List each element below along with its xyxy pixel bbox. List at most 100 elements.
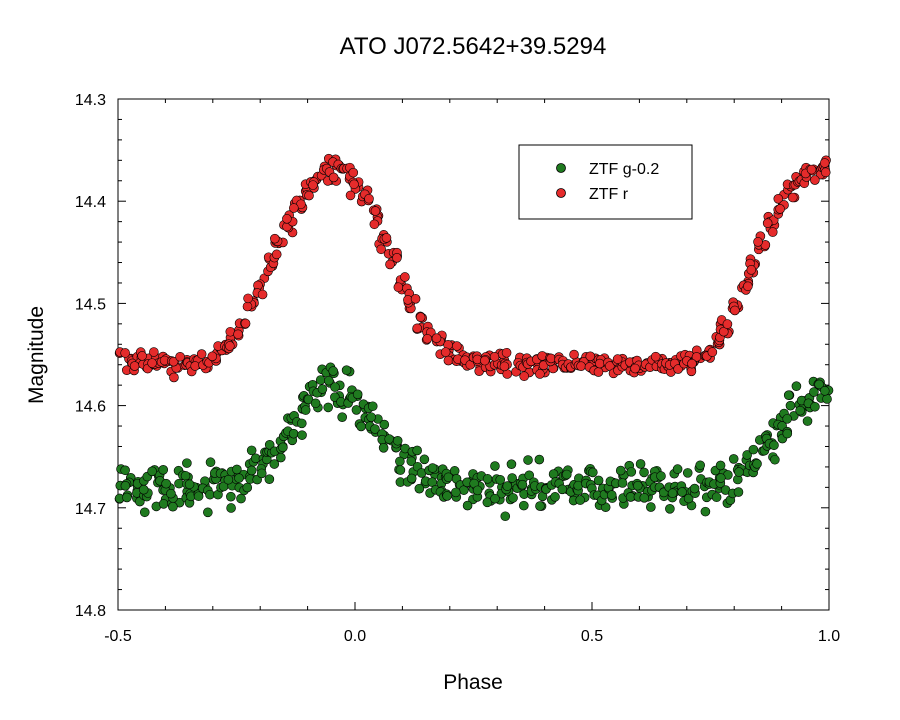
g-band-point: [615, 465, 626, 476]
y-axis-label: Magnitude: [25, 306, 48, 404]
r-band-point: [147, 358, 157, 368]
r-band-point: [650, 351, 661, 362]
g-band-point: [139, 507, 150, 518]
r-band-point: [806, 164, 817, 175]
g-band-point: [451, 487, 461, 498]
g-band-point: [161, 478, 171, 489]
g-band-point: [490, 493, 500, 504]
g-band-point: [297, 418, 307, 429]
x-tick-label: -0.5: [104, 628, 132, 645]
r-band-point: [349, 179, 359, 190]
g-band-point: [656, 471, 666, 481]
r-band-point: [762, 218, 773, 228]
g-band-point: [733, 487, 744, 497]
g-band-point: [711, 492, 722, 503]
g-band-point: [203, 507, 213, 518]
r-band-point: [225, 341, 235, 351]
g-band-point: [120, 481, 131, 491]
g-band-point: [677, 487, 687, 497]
r-band-point: [730, 305, 740, 316]
y-tick-label: 14.7: [75, 501, 106, 518]
r-band-point: [168, 356, 179, 367]
g-band-point: [317, 384, 328, 394]
r-band-point: [376, 244, 386, 255]
r-band-point: [282, 214, 292, 224]
g-band-point: [288, 428, 299, 439]
g-band-point: [524, 470, 535, 481]
g-band-point: [715, 460, 726, 471]
g-band-point: [242, 482, 253, 493]
g-band-point: [330, 382, 340, 392]
r-band-point: [240, 318, 251, 329]
g-band-point: [795, 405, 805, 416]
g-band-point: [482, 497, 493, 508]
g-band-point: [174, 478, 184, 489]
g-band-point: [276, 452, 286, 463]
r-band-point: [242, 301, 253, 312]
g-band-point: [269, 459, 280, 469]
g-band-point: [810, 401, 820, 412]
r-band-point: [120, 348, 130, 358]
r-band-point: [585, 351, 596, 362]
r-band-point: [535, 369, 545, 379]
g-band-point: [168, 501, 178, 512]
r-band-point: [501, 347, 512, 358]
g-band-point: [508, 493, 518, 503]
r-band-point: [775, 204, 785, 214]
g-band-point: [535, 501, 545, 511]
r-band-point: [707, 347, 718, 357]
g-band-point: [742, 450, 752, 460]
g-band-point: [138, 484, 149, 495]
g-band-point: [462, 500, 473, 511]
r-band-point: [546, 353, 556, 364]
g-band-point: [449, 466, 460, 476]
g-band-point: [122, 492, 132, 503]
g-band-point: [506, 459, 517, 469]
g-band-point: [770, 454, 780, 465]
g-band-point: [378, 443, 389, 453]
legend-label-r: ZTF r: [589, 186, 629, 203]
r-band-point: [364, 193, 374, 204]
g-band-point: [205, 457, 216, 468]
r-band-point: [369, 219, 380, 230]
g-band-point: [639, 467, 649, 478]
r-band-point: [207, 351, 218, 362]
g-band-point: [182, 458, 192, 468]
g-band-point: [682, 468, 693, 478]
g-band-point: [667, 488, 678, 499]
r-band-point: [370, 206, 381, 216]
g-band-point: [351, 405, 362, 415]
g-band-point: [550, 492, 560, 502]
g-band-point: [356, 421, 366, 432]
g-band-point: [395, 456, 405, 467]
r-band-point: [576, 361, 586, 371]
g-band-point: [264, 474, 275, 484]
r-band-point: [308, 180, 318, 190]
g-band-point: [223, 474, 234, 485]
r-band-point: [612, 354, 623, 364]
r-band-point: [257, 289, 268, 300]
g-band-point: [507, 473, 517, 483]
r-band-point: [348, 167, 359, 178]
g-band-point: [626, 467, 637, 477]
g-band-point: [323, 375, 334, 386]
g-band-point: [406, 456, 417, 467]
r-band-point: [243, 293, 253, 304]
legend-marker-g: [556, 163, 566, 173]
g-band-point: [769, 440, 779, 451]
g-band-point: [166, 488, 176, 499]
r-band-point: [569, 349, 579, 360]
y-tick-label: 14.6: [75, 399, 106, 416]
g-band-point: [341, 365, 352, 375]
g-band-point: [323, 402, 333, 413]
y-tick-label: 14.3: [75, 92, 106, 109]
legend-label-g: ZTF g-0.2: [589, 161, 659, 178]
g-band-point: [264, 440, 275, 450]
r-band-point: [270, 233, 280, 244]
g-band-point: [310, 398, 321, 409]
g-band-point: [193, 491, 204, 502]
r-band-point: [412, 323, 422, 334]
g-band-point: [783, 390, 794, 400]
y-tick-label: 14.5: [75, 296, 106, 313]
r-band-point: [452, 341, 462, 351]
